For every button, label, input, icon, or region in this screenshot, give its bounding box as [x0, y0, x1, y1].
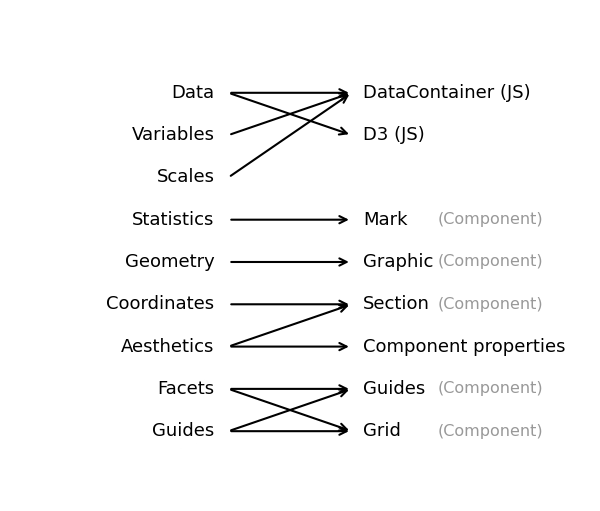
Text: (Component): (Component) [438, 254, 544, 269]
Text: Scales: Scales [157, 169, 215, 187]
Text: Statistics: Statistics [132, 211, 215, 229]
Text: Grid: Grid [364, 422, 401, 440]
Text: Mark: Mark [364, 211, 408, 229]
Text: Data: Data [172, 84, 215, 102]
Text: Component properties: Component properties [364, 338, 566, 356]
Text: Coordinates: Coordinates [106, 295, 215, 313]
Text: D3 (JS): D3 (JS) [364, 126, 425, 144]
Text: Variables: Variables [131, 126, 215, 144]
Text: Geometry: Geometry [125, 253, 215, 271]
Text: Aesthetics: Aesthetics [121, 338, 215, 356]
Text: (Component): (Component) [438, 424, 544, 438]
Text: Facets: Facets [157, 380, 215, 398]
Text: Guides: Guides [152, 422, 215, 440]
Text: DataContainer (JS): DataContainer (JS) [364, 84, 531, 102]
Text: (Component): (Component) [438, 297, 544, 312]
Text: Section: Section [364, 295, 430, 313]
Text: (Component): (Component) [438, 212, 544, 227]
Text: Guides: Guides [364, 380, 425, 398]
Text: (Component): (Component) [438, 381, 544, 397]
Text: Graphic: Graphic [364, 253, 434, 271]
